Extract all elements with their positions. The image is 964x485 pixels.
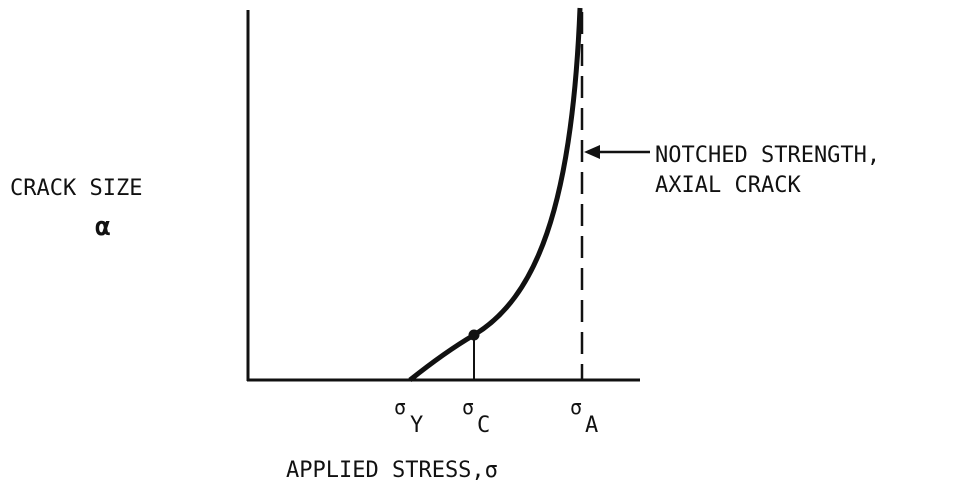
stress-subscript: Y [410, 413, 423, 438]
critical-point [468, 329, 480, 341]
stress-subscript: A [585, 413, 598, 438]
x-label: APPLIED STRESS,σ [286, 458, 498, 483]
y-symbol: α [95, 212, 111, 242]
annotation-line: NOTCHED STRENGTH, [655, 143, 880, 168]
y-label: CRACK SIZE [10, 176, 142, 201]
curve [408, 7, 583, 382]
stress-symbol: σ [462, 395, 474, 419]
annotation-line: AXIAL CRACK [655, 173, 801, 198]
stress-symbol: σ [570, 395, 582, 419]
stress-subscript: C [477, 413, 490, 438]
arrow-head [584, 145, 600, 159]
stress-symbol: σ [394, 395, 406, 419]
